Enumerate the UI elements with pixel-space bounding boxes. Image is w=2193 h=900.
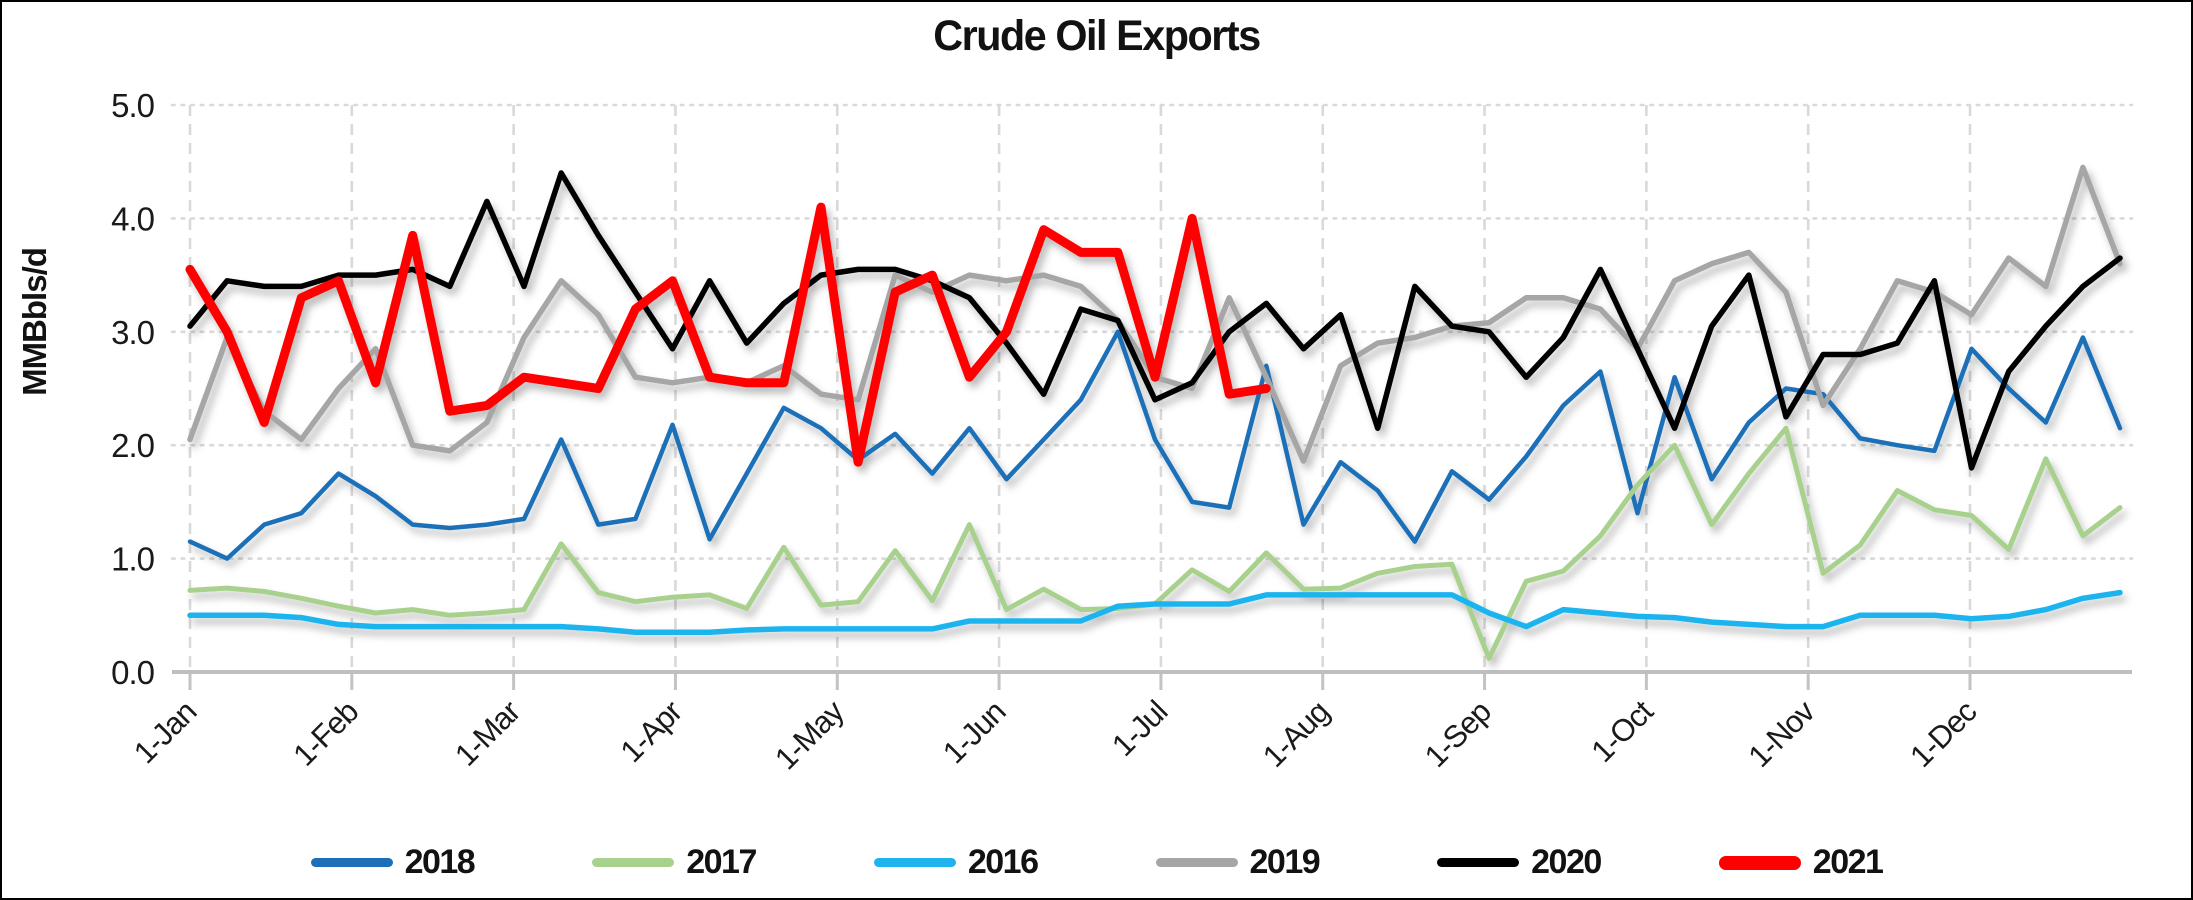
axis-ticks — [188, 672, 1972, 690]
x-tick-labels: 1-Jan 1-Feb 1-Mar 1-Apr 1-May 1-Jun 1-Jul 1-Aug… — [127, 693, 1983, 776]
y-axis-title: MMBbls/d — [16, 248, 53, 396]
legend-swatch-2017 — [592, 858, 675, 867]
series-line-2016 — [187, 589, 2123, 636]
y-tick-label: 3.0 — [111, 314, 155, 351]
legend-item-2016: 2016 — [873, 843, 1039, 882]
series-line-2018 — [187, 329, 2123, 561]
x-tick-label: 1-Jan — [127, 694, 203, 770]
x-tick-label: 1-Mar — [448, 694, 527, 773]
x-tick-label: 1-Oct — [1585, 693, 1661, 769]
legend-label-2017: 2017 — [686, 843, 757, 881]
series-line-2020 — [187, 170, 2123, 471]
x-tick-label: 1-Aug — [1256, 694, 1336, 774]
y-tick-label: 5.0 — [111, 87, 155, 124]
legend-swatch-2018 — [310, 858, 393, 867]
series-line-2021 — [185, 202, 1271, 467]
legend-swatch-2021 — [1718, 855, 1801, 870]
x-tick-label: 1-Apr — [614, 694, 689, 769]
legend-item-2020: 2020 — [1437, 843, 1602, 882]
legend-swatch-2019 — [1155, 858, 1238, 867]
legend-item-2018: 2018 — [310, 843, 476, 882]
x-tick-label: 1-Sep — [1418, 694, 1498, 774]
legend-item-2019: 2019 — [1155, 843, 1321, 882]
legend-label-2016: 2016 — [967, 843, 1039, 881]
x-tick-label: 1-Jul — [1105, 694, 1174, 763]
y-tick-label: 4.0 — [111, 200, 155, 237]
x-tick-label: 1-Dec — [1903, 694, 1983, 774]
x-tick-label: 1-Nov — [1741, 693, 1822, 774]
x-tick-label: 1-Jun — [936, 694, 1012, 770]
x-tick-label: 1-Feb — [286, 694, 364, 772]
legend-swatch-2016 — [873, 858, 956, 867]
legend-swatch-2020 — [1437, 858, 1520, 867]
y-tick-labels: 0.0 1.0 2.0 3.0 4.0 5.0 — [111, 87, 156, 691]
y-tick-label: 1.0 — [111, 541, 155, 578]
legend-item-2021: 2021 — [1718, 843, 1884, 882]
legend-label-2021: 2021 — [1812, 843, 1884, 881]
y-tick-label: 0.0 — [111, 654, 155, 691]
legend-item-2017: 2017 — [592, 843, 757, 882]
legend-label-2020: 2020 — [1531, 843, 1602, 881]
chart-title: Crude Oil Exports — [933, 12, 1261, 60]
series-lines — [185, 164, 2123, 661]
x-tick-label: 1-May — [768, 693, 851, 776]
gridlines-vertical — [188, 105, 1972, 672]
legend-label-2019: 2019 — [1249, 843, 1321, 881]
gridlines-horizontal — [170, 103, 2134, 560]
y-tick-label: 2.0 — [111, 427, 155, 464]
series-line-2019 — [187, 164, 2123, 464]
chart-legend: 2018 2017 2016 2019 2020 2021 — [2, 843, 2191, 882]
legend-label-2018: 2018 — [404, 843, 476, 881]
